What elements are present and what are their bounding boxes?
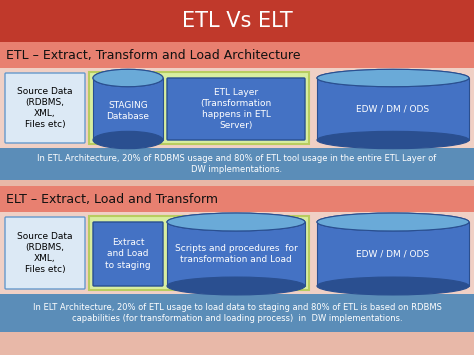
Ellipse shape bbox=[317, 131, 469, 149]
Bar bbox=[167, 222, 305, 286]
Bar bbox=[0, 212, 474, 294]
Text: EDW / DM / ODS: EDW / DM / ODS bbox=[356, 250, 429, 258]
Bar bbox=[317, 78, 469, 140]
Text: Source Data
(RDBMS,
XML,
Files etc): Source Data (RDBMS, XML, Files etc) bbox=[17, 232, 73, 274]
Bar bbox=[93, 78, 163, 140]
Ellipse shape bbox=[167, 213, 305, 231]
Ellipse shape bbox=[167, 277, 305, 295]
Ellipse shape bbox=[93, 69, 163, 87]
Text: In ELT Architecture, 20% of ETL usage to load data to staging and 80% of ETL is : In ELT Architecture, 20% of ETL usage to… bbox=[33, 303, 441, 323]
Bar bbox=[89, 216, 309, 290]
Bar bbox=[0, 42, 474, 68]
Ellipse shape bbox=[317, 213, 469, 231]
FancyBboxPatch shape bbox=[167, 78, 305, 140]
Bar bbox=[0, 0, 474, 42]
Bar bbox=[317, 222, 469, 286]
Bar bbox=[0, 180, 474, 186]
Ellipse shape bbox=[317, 213, 469, 231]
Text: Scripts and procedures  for
transformation and Load: Scripts and procedures for transformatio… bbox=[174, 244, 297, 264]
Ellipse shape bbox=[317, 69, 469, 87]
Text: STAGING
Database: STAGING Database bbox=[107, 101, 149, 121]
Bar bbox=[89, 72, 309, 144]
Text: ETL Layer
(Transformation
happens in ETL
Server): ETL Layer (Transformation happens in ETL… bbox=[201, 88, 272, 130]
Ellipse shape bbox=[167, 213, 305, 231]
Bar bbox=[0, 186, 474, 212]
Text: Extract
and Load
to staging: Extract and Load to staging bbox=[105, 239, 151, 269]
Bar bbox=[0, 294, 474, 332]
Ellipse shape bbox=[93, 131, 163, 149]
Text: ETL Vs ELT: ETL Vs ELT bbox=[182, 11, 292, 31]
Ellipse shape bbox=[93, 69, 163, 87]
Text: In ETL Architecture, 20% of RDBMS usage and 80% of ETL tool usage in the entire : In ETL Architecture, 20% of RDBMS usage … bbox=[37, 154, 437, 174]
Text: Source Data
(RDBMS,
XML,
Files etc): Source Data (RDBMS, XML, Files etc) bbox=[17, 87, 73, 129]
FancyBboxPatch shape bbox=[5, 73, 85, 143]
Ellipse shape bbox=[317, 69, 469, 87]
FancyBboxPatch shape bbox=[5, 217, 85, 289]
Text: EDW / DM / ODS: EDW / DM / ODS bbox=[356, 104, 429, 114]
Ellipse shape bbox=[317, 277, 469, 295]
Text: ELT – Extract, Load and Transform: ELT – Extract, Load and Transform bbox=[6, 192, 218, 206]
FancyBboxPatch shape bbox=[93, 222, 163, 286]
Bar bbox=[0, 148, 474, 180]
Text: ETL – Extract, Transform and Load Architecture: ETL – Extract, Transform and Load Archit… bbox=[6, 49, 301, 61]
Bar bbox=[0, 68, 474, 148]
